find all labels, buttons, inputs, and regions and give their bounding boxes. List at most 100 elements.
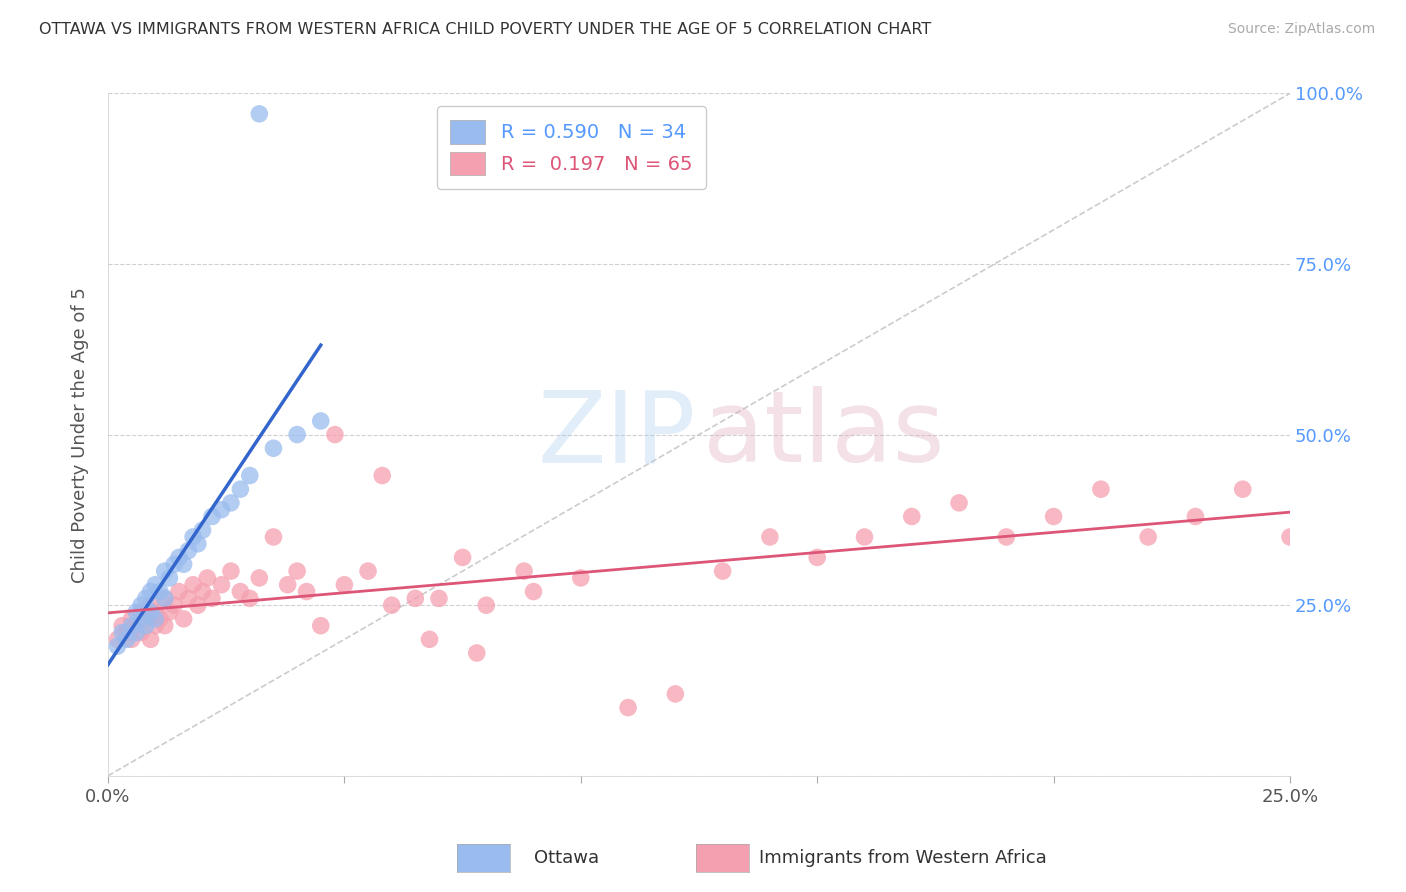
Point: [229, 482, 252, 496]
Text: Immigrants from Western Africa: Immigrants from Western Africa: [759, 849, 1047, 867]
Point: [135, 591, 157, 606]
Point: [1232, 482, 1254, 496]
Point: [153, 564, 176, 578]
Point: [239, 468, 262, 483]
Text: Ottawa: Ottawa: [534, 849, 599, 867]
Point: [177, 543, 200, 558]
Point: [149, 584, 172, 599]
Point: [111, 625, 134, 640]
Text: Source: ZipAtlas.com: Source: ZipAtlas.com: [1227, 22, 1375, 37]
Point: [1090, 482, 1112, 496]
Point: [115, 625, 138, 640]
Point: [121, 618, 143, 632]
Point: [191, 523, 214, 537]
Point: [129, 612, 152, 626]
Point: [522, 584, 544, 599]
Point: [309, 618, 332, 632]
Point: [181, 530, 204, 544]
Point: [173, 612, 195, 626]
Point: [187, 537, 209, 551]
Point: [513, 564, 536, 578]
Point: [159, 605, 181, 619]
Point: [125, 625, 148, 640]
Point: [139, 605, 162, 619]
Point: [711, 564, 734, 578]
Point: [806, 550, 828, 565]
Point: [475, 598, 498, 612]
Point: [418, 632, 440, 647]
Point: [159, 571, 181, 585]
Point: [163, 598, 186, 612]
Point: [129, 598, 152, 612]
Point: [107, 639, 129, 653]
Text: OTTAWA VS IMMIGRANTS FROM WESTERN AFRICA CHILD POVERTY UNDER THE AGE OF 5 CORREL: OTTAWA VS IMMIGRANTS FROM WESTERN AFRICA…: [39, 22, 932, 37]
Point: [995, 530, 1018, 544]
Point: [125, 618, 148, 632]
Text: ZIP: ZIP: [537, 386, 696, 483]
Point: [167, 584, 190, 599]
Point: [177, 591, 200, 606]
Point: [617, 700, 640, 714]
Point: [853, 530, 876, 544]
Point: [149, 612, 172, 626]
Point: [759, 530, 782, 544]
Point: [153, 618, 176, 632]
Point: [219, 496, 242, 510]
Point: [139, 584, 162, 599]
Point: [263, 530, 285, 544]
Point: [569, 571, 592, 585]
Point: [143, 605, 166, 619]
Point: [357, 564, 380, 578]
Point: [135, 612, 157, 626]
Point: [115, 632, 138, 647]
Point: [107, 632, 129, 647]
Point: [381, 598, 404, 612]
Point: [163, 558, 186, 572]
Point: [139, 632, 162, 647]
Point: [219, 564, 242, 578]
Point: [111, 618, 134, 632]
Point: [277, 578, 299, 592]
Point: [333, 578, 356, 592]
Legend: R = 0.590   N = 34, R =  0.197   N = 65: R = 0.590 N = 34, R = 0.197 N = 65: [437, 106, 706, 189]
Point: [129, 625, 152, 640]
Point: [191, 584, 214, 599]
Point: [427, 591, 450, 606]
Point: [1137, 530, 1160, 544]
Point: [143, 578, 166, 592]
Point: [309, 414, 332, 428]
Text: atlas: atlas: [703, 386, 945, 483]
Point: [139, 598, 162, 612]
Point: [900, 509, 922, 524]
Point: [371, 468, 394, 483]
Point: [121, 612, 143, 626]
Point: [181, 578, 204, 592]
Point: [187, 598, 209, 612]
Point: [143, 618, 166, 632]
Point: [451, 550, 474, 565]
Point: [948, 496, 970, 510]
Point: [129, 605, 152, 619]
Point: [125, 605, 148, 619]
Point: [247, 571, 270, 585]
Point: [263, 442, 285, 456]
Point: [153, 591, 176, 606]
Point: [285, 564, 308, 578]
Point: [247, 107, 270, 121]
Point: [173, 558, 195, 572]
Point: [285, 427, 308, 442]
Point: [135, 618, 157, 632]
Point: [1042, 509, 1064, 524]
Point: [195, 571, 218, 585]
Point: [201, 509, 224, 524]
Point: [239, 591, 262, 606]
Point: [404, 591, 426, 606]
Point: [143, 612, 166, 626]
Point: [229, 584, 252, 599]
Point: [201, 591, 224, 606]
Point: [167, 550, 190, 565]
Point: [153, 591, 176, 606]
Point: [664, 687, 686, 701]
Point: [211, 578, 233, 592]
Point: [1279, 530, 1302, 544]
